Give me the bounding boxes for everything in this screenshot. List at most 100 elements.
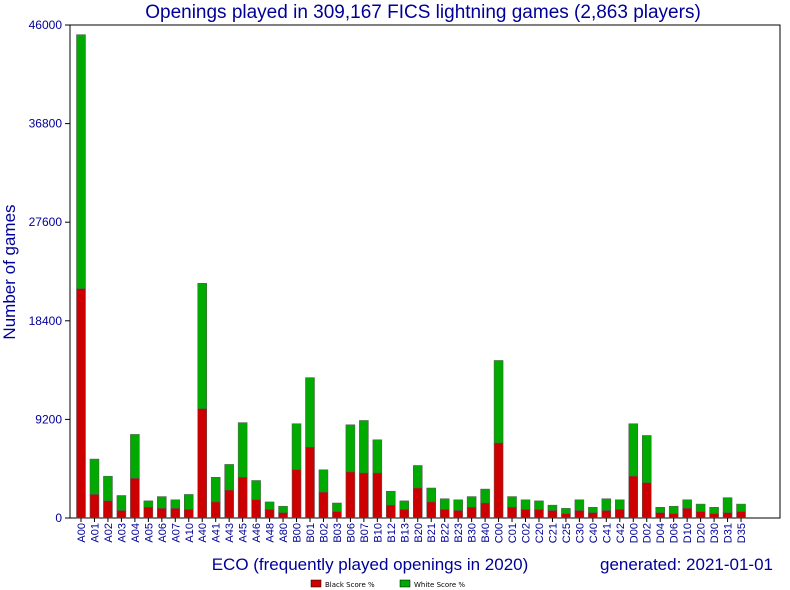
y-axis: 0 9200 18400 27600 36800 46000	[29, 18, 70, 525]
bar-white-score	[628, 423, 639, 477]
bar-black-score	[561, 513, 571, 519]
bar-black-score	[251, 499, 261, 519]
bar-black-score	[318, 492, 329, 519]
x-tick-label: D20	[696, 523, 708, 543]
bar-white-score	[413, 465, 423, 489]
bar-white-score	[197, 283, 207, 409]
x-tick-label: A00	[76, 523, 88, 543]
bar-black-score	[103, 500, 113, 519]
x-tick-label: C30	[574, 523, 586, 543]
x-tick-label: D31	[723, 523, 735, 543]
x-tick-label: B12	[386, 523, 398, 543]
bar-black-score	[736, 511, 746, 519]
x-tick-label: B01	[305, 523, 317, 543]
x-tick-label: D35	[736, 523, 748, 543]
x-tick-label: A04	[130, 523, 142, 543]
x-axis-label: ECO (frequently played openings in 2020)	[212, 555, 529, 574]
bar-black-score	[709, 513, 719, 519]
bar-black-score	[359, 472, 369, 519]
bar-white-score	[103, 475, 113, 502]
bar-black-score	[682, 508, 692, 519]
bar-white-score	[534, 500, 544, 510]
bar-white-score	[332, 502, 342, 512]
y-tick-label: 18400	[29, 314, 63, 328]
bar-white-score	[655, 507, 665, 513]
legend: Black Score % White Score %	[310, 579, 465, 589]
x-tick-label: C00	[494, 523, 506, 543]
bar-black-score	[89, 494, 100, 519]
bar-white-score	[547, 504, 558, 511]
x-tick-label: C41	[601, 523, 613, 543]
x-tick-label: B30	[467, 523, 479, 543]
bar-white-score	[116, 495, 127, 511]
bar-black-score	[305, 447, 315, 519]
x-tick-label: C40	[588, 523, 600, 543]
y-axis-label: Number of games	[0, 204, 19, 339]
bar-black-score	[345, 471, 356, 519]
bar-black-score	[615, 509, 625, 519]
bar-black-score	[237, 477, 248, 519]
bar-white-score	[76, 34, 86, 289]
legend-label-white: White Score %	[414, 581, 465, 589]
bar-black-score	[520, 509, 531, 519]
x-tick-label: B06	[345, 523, 357, 543]
x-tick-label: D02	[642, 523, 654, 543]
bar-black-score	[130, 478, 140, 519]
x-tick-label: A43	[224, 523, 236, 543]
bar-white-score	[493, 360, 504, 444]
bar-black-score	[224, 489, 234, 519]
x-tick-label: B07	[359, 523, 371, 543]
bar-white-score	[251, 480, 261, 501]
generated-date: generated: 2021-01-01	[600, 555, 773, 574]
bar-white-score	[722, 497, 733, 513]
bar-black-score	[210, 501, 221, 519]
bar-black-score	[291, 469, 302, 519]
x-tick-label: B40	[480, 523, 492, 543]
x-tick-label: B03	[332, 523, 344, 543]
bar-black-score	[386, 504, 396, 519]
bar-black-score	[439, 509, 450, 519]
bar-white-score	[210, 477, 221, 503]
bar-white-score	[305, 377, 315, 448]
bar-white-score	[520, 499, 531, 510]
x-tick-label: A48	[265, 523, 277, 543]
x-tick-label: A40	[197, 523, 209, 543]
bar-black-score	[157, 508, 167, 519]
x-tick-label: C02	[521, 523, 533, 543]
y-tick-label: 46000	[29, 18, 63, 32]
bar-white-score	[561, 508, 571, 514]
bar-black-score	[547, 510, 558, 519]
bar-white-score	[601, 498, 612, 511]
bar-white-score	[480, 488, 490, 504]
bar-white-score	[143, 500, 154, 508]
y-tick-label: 36800	[29, 117, 63, 131]
bar-black-score	[628, 475, 639, 519]
plot-area	[69, 24, 781, 519]
bar-black-score	[76, 288, 86, 519]
x-tick-label: A10	[184, 523, 196, 543]
bar-black-score	[372, 472, 383, 519]
bar-black-score	[574, 510, 585, 519]
bar-white-score	[709, 507, 719, 514]
bar-black-score	[466, 507, 477, 519]
bar-white-score	[439, 498, 450, 510]
bar-black-score	[655, 512, 665, 519]
bar-white-score	[157, 496, 167, 509]
bar-black-score	[453, 510, 463, 519]
x-tick-label: A06	[157, 523, 169, 543]
bar-black-score	[278, 512, 288, 519]
bar-white-score	[736, 503, 746, 512]
x-tick-label: D10	[682, 523, 694, 543]
bar-white-score	[184, 494, 194, 510]
bar-white-score	[615, 499, 625, 510]
bar-white-score	[466, 496, 477, 508]
x-tick-label: D30	[709, 523, 721, 543]
bar-white-score	[170, 499, 181, 509]
bar-white-score	[574, 499, 585, 511]
y-tick-label: 27600	[29, 215, 63, 229]
x-tick-label: D00	[628, 523, 640, 543]
bar-white-score	[372, 439, 383, 474]
bar-white-score	[224, 464, 234, 491]
bar-black-score	[722, 512, 733, 519]
